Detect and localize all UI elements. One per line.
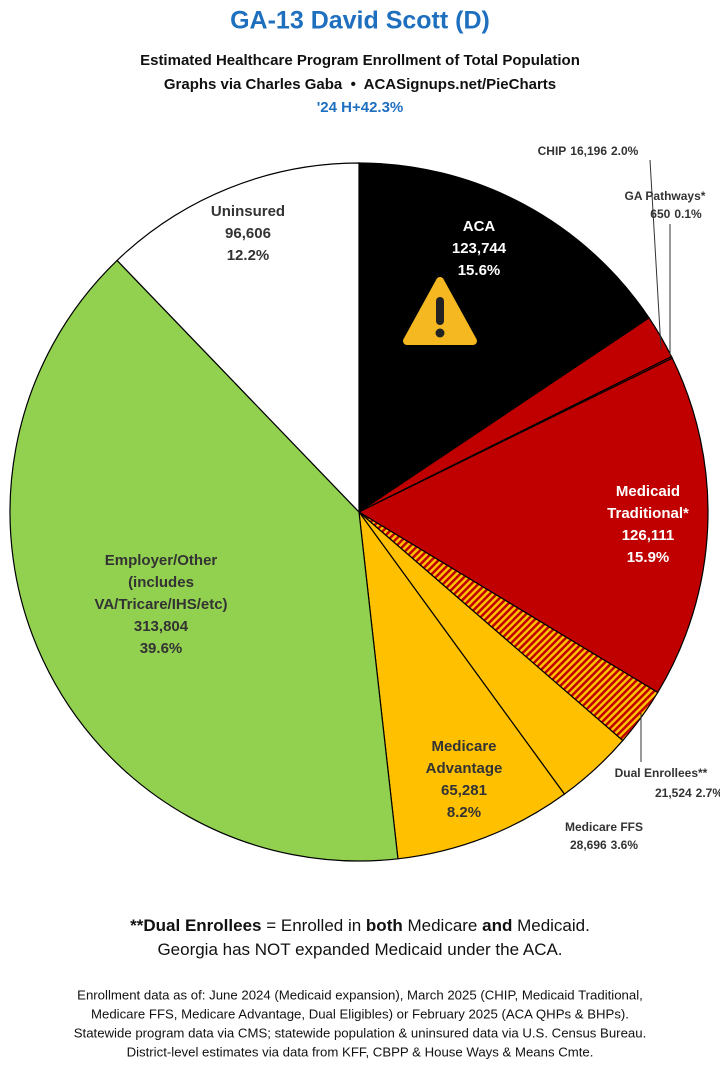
source-line: Medicare FFS, Medicare Advantage, Dual E…	[91, 1006, 629, 1021]
slice-label: Uninsured	[211, 203, 285, 220]
outer-label-part: 3.6%	[611, 838, 639, 852]
outer-label-part: 16,196	[570, 144, 607, 158]
subtitle: Graphs via Charles Gaba • ACASignups.net…	[164, 76, 556, 93]
outer-label-part: Medicare FFS	[565, 820, 643, 834]
pie-slice	[358, 509, 566, 860]
slice-label: Medicaid	[616, 483, 680, 500]
note-segment: = Enrolled in	[261, 916, 365, 935]
value-label: 123,744	[452, 240, 507, 257]
source-line: Statewide program data via CMS; statewid…	[74, 1025, 647, 1040]
slice-label: Advantage	[426, 760, 503, 777]
percent-label: 39.6%	[140, 640, 183, 657]
note-line: Georgia has NOT expanded Medicaid under …	[157, 940, 562, 959]
slice-label: ACA	[463, 218, 496, 235]
pie-slice	[9, 259, 399, 862]
note-segment: both	[366, 916, 403, 935]
note-segment: Georgia has NOT expanded Medicaid under …	[157, 940, 562, 959]
outer-label: 28,696 3.6%	[570, 838, 638, 852]
percent-label: 12.2%	[227, 247, 270, 264]
note-segment: Medicaid.	[512, 916, 589, 935]
pie-slice	[357, 357, 709, 694]
outer-label: Dual Enrollees**	[615, 766, 708, 780]
labels: ACA 123,744 15.6% Medicaid Traditional* 126,1…	[94, 144, 720, 852]
outer-label-part: 2.7%	[696, 786, 720, 800]
outer-label-part: 0.1%	[674, 207, 702, 221]
subtitle: Estimated Healthcare Program Enrollment …	[140, 52, 580, 69]
slice-label: VA/Tricare/IHS/etc)	[94, 596, 227, 613]
warning-icon	[403, 277, 477, 345]
outer-label-part: 28,696	[570, 838, 607, 852]
slice-label: (includes	[128, 574, 194, 591]
value-label: 313,804	[134, 618, 189, 635]
outer-label-part: 21,524	[655, 786, 692, 800]
outer-label-part: 2.0%	[611, 144, 639, 158]
percent-label: 8.2%	[447, 804, 481, 821]
slice-label: Traditional*	[607, 505, 689, 522]
note-segment: Medicare	[403, 916, 482, 935]
pie	[9, 162, 709, 862]
percent-label: 15.6%	[458, 262, 501, 279]
source-line: Enrollment data as of: June 2024 (Medica…	[77, 987, 643, 1002]
notes: **Dual Enrollees = Enrolled in both Medi…	[74, 916, 647, 1059]
leader-line	[649, 159, 662, 350]
chart-title: GA-13 David Scott (D)	[230, 7, 490, 35]
pie-slice	[358, 162, 650, 514]
note-segment: and	[482, 916, 512, 935]
subtitle: '24 H+42.3%	[317, 99, 404, 116]
source-line: District-level estimates via data from K…	[127, 1044, 594, 1059]
note-segment: **Dual Enrollees	[130, 916, 261, 935]
slice-label: Employer/Other	[105, 552, 218, 569]
slice-label: Medicare	[431, 738, 496, 755]
percent-label: 15.9%	[627, 549, 670, 566]
outer-label: CHIP 16,196 2.0%	[538, 144, 639, 158]
outer-label: GA Pathways*	[625, 189, 706, 203]
pie-slice	[116, 162, 360, 514]
outer-label-part: Dual Enrollees**	[615, 766, 708, 780]
outer-label-part: CHIP	[538, 144, 567, 158]
outer-label-part: GA Pathways*	[625, 189, 706, 203]
outer-label: 650 0.1%	[650, 207, 702, 221]
value-label: 126,111	[622, 527, 675, 544]
value-label: 65,281	[441, 782, 487, 799]
note-line: **Dual Enrollees = Enrolled in both Medi…	[130, 916, 590, 935]
outer-label: 21,524 2.7%	[655, 786, 720, 800]
outer-label: Medicare FFS	[565, 820, 643, 834]
value-label: 96,606	[225, 225, 271, 242]
outer-label-part: 650	[650, 207, 670, 221]
